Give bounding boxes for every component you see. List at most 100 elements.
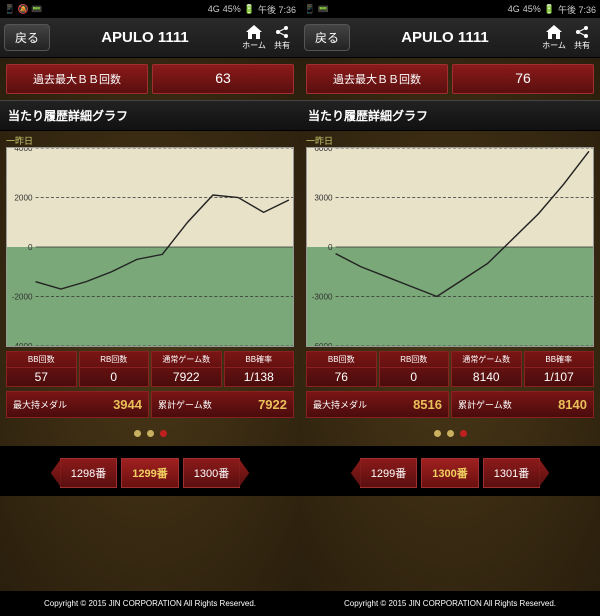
- machine-bar: 1298番1299番1300番: [0, 446, 300, 496]
- section-header: 当たり履歴詳細グラフ: [300, 100, 600, 131]
- bb-row: 過去最大ＢＢ回数 63: [6, 64, 294, 94]
- status-bar: 📱 🔕 📟 4G 45% 🔋 午後 7:36: [0, 0, 300, 18]
- svg-text:6000: 6000: [314, 148, 333, 153]
- stat-val: 0: [80, 370, 149, 384]
- svg-text:-3000: -3000: [312, 293, 333, 302]
- nav-bar: 戻る APULO 1111 ホーム 共有: [0, 18, 300, 58]
- chart-day-label: 一昨日: [306, 134, 333, 147]
- summary-val: 8516: [413, 397, 442, 412]
- machine-tab[interactable]: 1299番: [360, 458, 417, 488]
- page-dot[interactable]: [447, 430, 454, 437]
- stat-val: 1/107: [525, 370, 594, 384]
- machine-tab[interactable]: 1299番: [121, 458, 178, 488]
- status-right: 4G 45% 🔋 午後 7:36: [508, 3, 596, 16]
- status-left: 📱 🔕 📟: [4, 4, 208, 15]
- stats-row: BB回数 76 RB回数 0 通常ゲーム数 8140 BB確率 1/107: [306, 351, 594, 387]
- home-icon[interactable]: ホーム: [540, 25, 568, 51]
- nav-title: APULO 1111: [350, 29, 540, 46]
- stat-head: RB回数: [380, 354, 449, 368]
- share-icon[interactable]: 共有: [568, 25, 596, 51]
- svg-text:-4000: -4000: [12, 342, 33, 346]
- summary-row: 最大持メダル 3944 累計ゲーム数 7922: [6, 391, 294, 418]
- summary-cell: 最大持メダル 3944: [6, 391, 149, 418]
- page-dot[interactable]: [134, 430, 141, 437]
- machine-bar: 1299番1300番1301番: [300, 446, 600, 496]
- summary-label: 累計ゲーム数: [158, 398, 212, 411]
- svg-text:0: 0: [328, 243, 333, 252]
- stat-head: 通常ゲーム数: [452, 354, 521, 368]
- summary-label: 累計ゲーム数: [458, 398, 512, 411]
- stat-val: 57: [7, 370, 76, 384]
- machine-tab[interactable]: 1300番: [421, 458, 478, 488]
- bb-max-label: 過去最大ＢＢ回数: [306, 64, 448, 94]
- stat-cell: BB回数 57: [6, 351, 77, 387]
- stat-val: 1/138: [225, 370, 294, 384]
- machine-tab[interactable]: 1301番: [483, 458, 540, 488]
- screen-0: 📱 🔕 📟 4G 45% 🔋 午後 7:36 戻る APULO 1111 ホーム…: [0, 0, 300, 616]
- copyright: Copyright © 2015 JIN CORPORATION All Rig…: [0, 591, 300, 616]
- svg-text:-6000: -6000: [312, 342, 333, 346]
- home-icon[interactable]: ホーム: [240, 25, 268, 51]
- history-chart: -4000 -2000 0 2000 4000: [6, 147, 294, 347]
- summary-label: 最大持メダル: [13, 398, 67, 411]
- summary-label: 最大持メダル: [313, 398, 367, 411]
- machine-tab[interactable]: 1298番: [60, 458, 117, 488]
- screen-1: 📱 📟 4G 45% 🔋 午後 7:36 戻る APULO 1111 ホーム 共…: [300, 0, 600, 616]
- content: 過去最大ＢＢ回数 63 当たり履歴詳細グラフ一昨日 -4000 -2000 0 200…: [0, 58, 300, 591]
- bb-max-value: 63: [152, 64, 294, 94]
- nav-title: APULO 1111: [50, 29, 240, 46]
- status-left: 📱 📟: [304, 4, 508, 15]
- summary-cell: 最大持メダル 8516: [306, 391, 449, 418]
- stat-cell: 通常ゲーム数 7922: [151, 351, 222, 387]
- stat-cell: BB確率 1/138: [224, 351, 295, 387]
- chart-day-label: 一昨日: [6, 134, 33, 147]
- page-dot[interactable]: [147, 430, 154, 437]
- stat-head: 通常ゲーム数: [152, 354, 221, 368]
- summary-cell: 累計ゲーム数 8140: [451, 391, 594, 418]
- page-dots: [306, 424, 594, 442]
- content: 過去最大ＢＢ回数 76 当たり履歴詳細グラフ一昨日 -6000 -3000 0 300…: [300, 58, 600, 591]
- svg-text:2000: 2000: [14, 194, 33, 203]
- machine-tab[interactable]: 1300番: [183, 458, 240, 488]
- stat-val: 8140: [452, 370, 521, 384]
- stat-cell: BB確率 1/107: [524, 351, 595, 387]
- section-header: 当たり履歴詳細グラフ: [0, 100, 300, 131]
- summary-cell: 累計ゲーム数 7922: [151, 391, 294, 418]
- stat-val: 0: [380, 370, 449, 384]
- share-icon[interactable]: 共有: [268, 25, 296, 51]
- status-right: 4G 45% 🔋 午後 7:36: [208, 3, 296, 16]
- stat-head: BB回数: [307, 354, 376, 368]
- page-dots: [6, 424, 294, 442]
- summary-val: 8140: [558, 397, 587, 412]
- back-button[interactable]: 戻る: [4, 24, 50, 51]
- stat-cell: BB回数 76: [306, 351, 377, 387]
- back-button[interactable]: 戻る: [304, 24, 350, 51]
- stat-head: BB回数: [7, 354, 76, 368]
- svg-text:0: 0: [28, 243, 33, 252]
- page-dot[interactable]: [434, 430, 441, 437]
- summary-row: 最大持メダル 8516 累計ゲーム数 8140: [306, 391, 594, 418]
- nav-bar: 戻る APULO 1111 ホーム 共有: [300, 18, 600, 58]
- stat-val: 76: [307, 370, 376, 384]
- stat-cell: RB回数 0: [79, 351, 150, 387]
- bb-row: 過去最大ＢＢ回数 76: [306, 64, 594, 94]
- svg-text:4000: 4000: [14, 148, 33, 153]
- bb-max-label: 過去最大ＢＢ回数: [6, 64, 148, 94]
- summary-val: 7922: [258, 397, 287, 412]
- stats-row: BB回数 57 RB回数 0 通常ゲーム数 7922 BB確率 1/138: [6, 351, 294, 387]
- svg-text:3000: 3000: [314, 194, 333, 203]
- bb-max-value: 76: [452, 64, 594, 94]
- status-bar: 📱 📟 4G 45% 🔋 午後 7:36: [300, 0, 600, 18]
- copyright: Copyright © 2015 JIN CORPORATION All Rig…: [300, 591, 600, 616]
- page-dot[interactable]: [160, 430, 167, 437]
- page-dot[interactable]: [460, 430, 467, 437]
- svg-text:-2000: -2000: [12, 293, 33, 302]
- stat-head: RB回数: [80, 354, 149, 368]
- summary-val: 3944: [113, 397, 142, 412]
- stat-cell: 通常ゲーム数 8140: [451, 351, 522, 387]
- stat-cell: RB回数 0: [379, 351, 450, 387]
- stat-head: BB確率: [225, 354, 294, 368]
- stat-head: BB確率: [525, 354, 594, 368]
- history-chart: -6000 -3000 0 3000 6000: [306, 147, 594, 347]
- stat-val: 7922: [152, 370, 221, 384]
